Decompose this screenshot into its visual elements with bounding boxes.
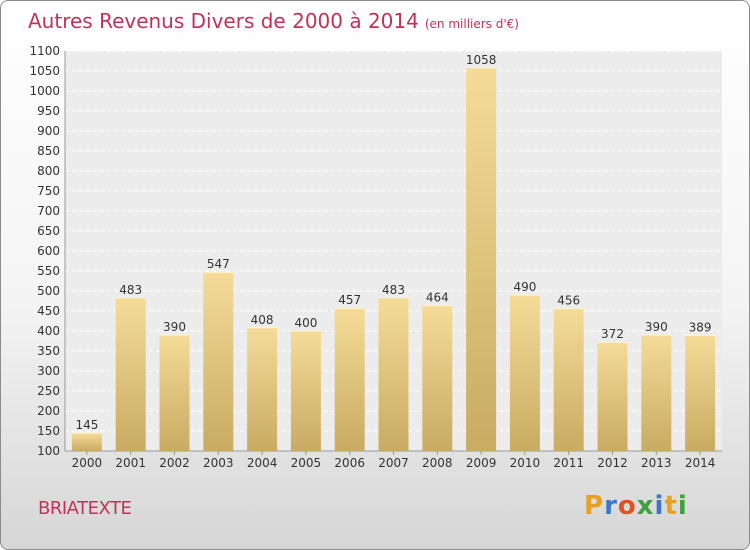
bar <box>466 67 497 452</box>
y-tick-label: 600 <box>37 244 60 258</box>
x-tick-label: 2001 <box>115 456 146 470</box>
x-tick-label: 2004 <box>247 456 278 470</box>
chart-subtitle: (en milliers d'€) <box>424 17 519 31</box>
y-tick-label: 450 <box>37 304 60 318</box>
bar-value-label: 464 <box>426 290 449 304</box>
x-tick-label: 2007 <box>378 456 409 470</box>
bar <box>71 433 102 451</box>
bar-value-label: 372 <box>601 327 624 341</box>
bar <box>641 335 672 451</box>
y-tick-label: 800 <box>37 164 60 178</box>
bar-value-label: 457 <box>338 293 361 307</box>
bar <box>509 295 540 451</box>
x-tick-label: 2009 <box>466 456 497 470</box>
y-tick-label: 300 <box>37 364 60 378</box>
x-tick-label: 2011 <box>553 456 584 470</box>
bar-value-label: 483 <box>119 283 142 297</box>
bar <box>290 331 321 451</box>
y-tick-label: 550 <box>37 264 60 278</box>
x-tick-label: 2010 <box>510 456 541 470</box>
proxiti-logo: Proxiti <box>584 491 688 521</box>
y-tick-label: 150 <box>37 424 60 438</box>
y-tick-label: 400 <box>37 324 60 338</box>
bar <box>159 335 190 451</box>
y-tick-label: 750 <box>37 184 60 198</box>
bar-value-label: 1058 <box>466 53 497 67</box>
y-tick-label: 700 <box>37 204 60 218</box>
logo-letter: t <box>664 491 678 521</box>
chart-title-text: Autres Revenus Divers de 2000 à 2014 <box>28 9 419 33</box>
bar-value-label: 490 <box>513 280 536 294</box>
logo-letter: x <box>636 491 655 521</box>
y-tick-label: 1050 <box>29 64 60 78</box>
y-tick-label: 1000 <box>29 84 60 98</box>
bar <box>378 297 409 451</box>
x-tick-label: 2005 <box>291 456 322 470</box>
bar <box>203 272 234 451</box>
bar-value-label: 145 <box>75 418 98 432</box>
x-tick-label: 2008 <box>422 456 453 470</box>
x-tick-label: 2003 <box>203 456 234 470</box>
bar-value-label: 547 <box>207 257 230 271</box>
commune-name: BRIATEXTE <box>38 498 132 519</box>
bar-value-label: 408 <box>251 313 274 327</box>
x-tick-label: 2013 <box>641 456 672 470</box>
bar <box>597 342 628 451</box>
x-tick-label: 2012 <box>597 456 628 470</box>
x-tick-label: 2014 <box>685 456 716 470</box>
logo-letter: o <box>617 491 637 521</box>
bar-value-label: 400 <box>294 316 317 330</box>
x-tick-label: 2006 <box>334 456 365 470</box>
y-tick-label: 650 <box>37 224 60 238</box>
y-tick-label: 950 <box>37 104 60 118</box>
y-tick-label: 350 <box>37 344 60 358</box>
bar-value-label: 483 <box>382 283 405 297</box>
y-tick-label: 250 <box>37 384 60 398</box>
x-tick-label: 2000 <box>72 456 103 470</box>
y-tick-label: 1100 <box>29 44 60 58</box>
bar <box>115 297 146 451</box>
logo-letter: i <box>654 491 665 521</box>
bar <box>334 308 365 451</box>
y-tick-label: 850 <box>37 144 60 158</box>
chart-title: Autres Revenus Divers de 2000 à 2014 (en … <box>28 9 519 33</box>
bar <box>553 308 584 451</box>
bar-value-label: 390 <box>163 320 186 334</box>
y-tick-label: 500 <box>37 284 60 298</box>
bar-value-label: 456 <box>557 294 580 308</box>
logo-letter: i <box>677 491 688 521</box>
bar <box>685 335 716 451</box>
logo-letter: r <box>604 491 618 521</box>
x-tick-label: 2002 <box>159 456 190 470</box>
y-tick-label: 200 <box>37 404 60 418</box>
bar <box>422 305 453 451</box>
bar-value-label: 390 <box>645 320 668 334</box>
bar <box>247 327 278 451</box>
logo-letter: P <box>584 491 605 521</box>
bar-value-label: 389 <box>689 320 712 334</box>
y-tick-label: 100 <box>37 444 60 458</box>
y-tick-label: 900 <box>37 124 60 138</box>
